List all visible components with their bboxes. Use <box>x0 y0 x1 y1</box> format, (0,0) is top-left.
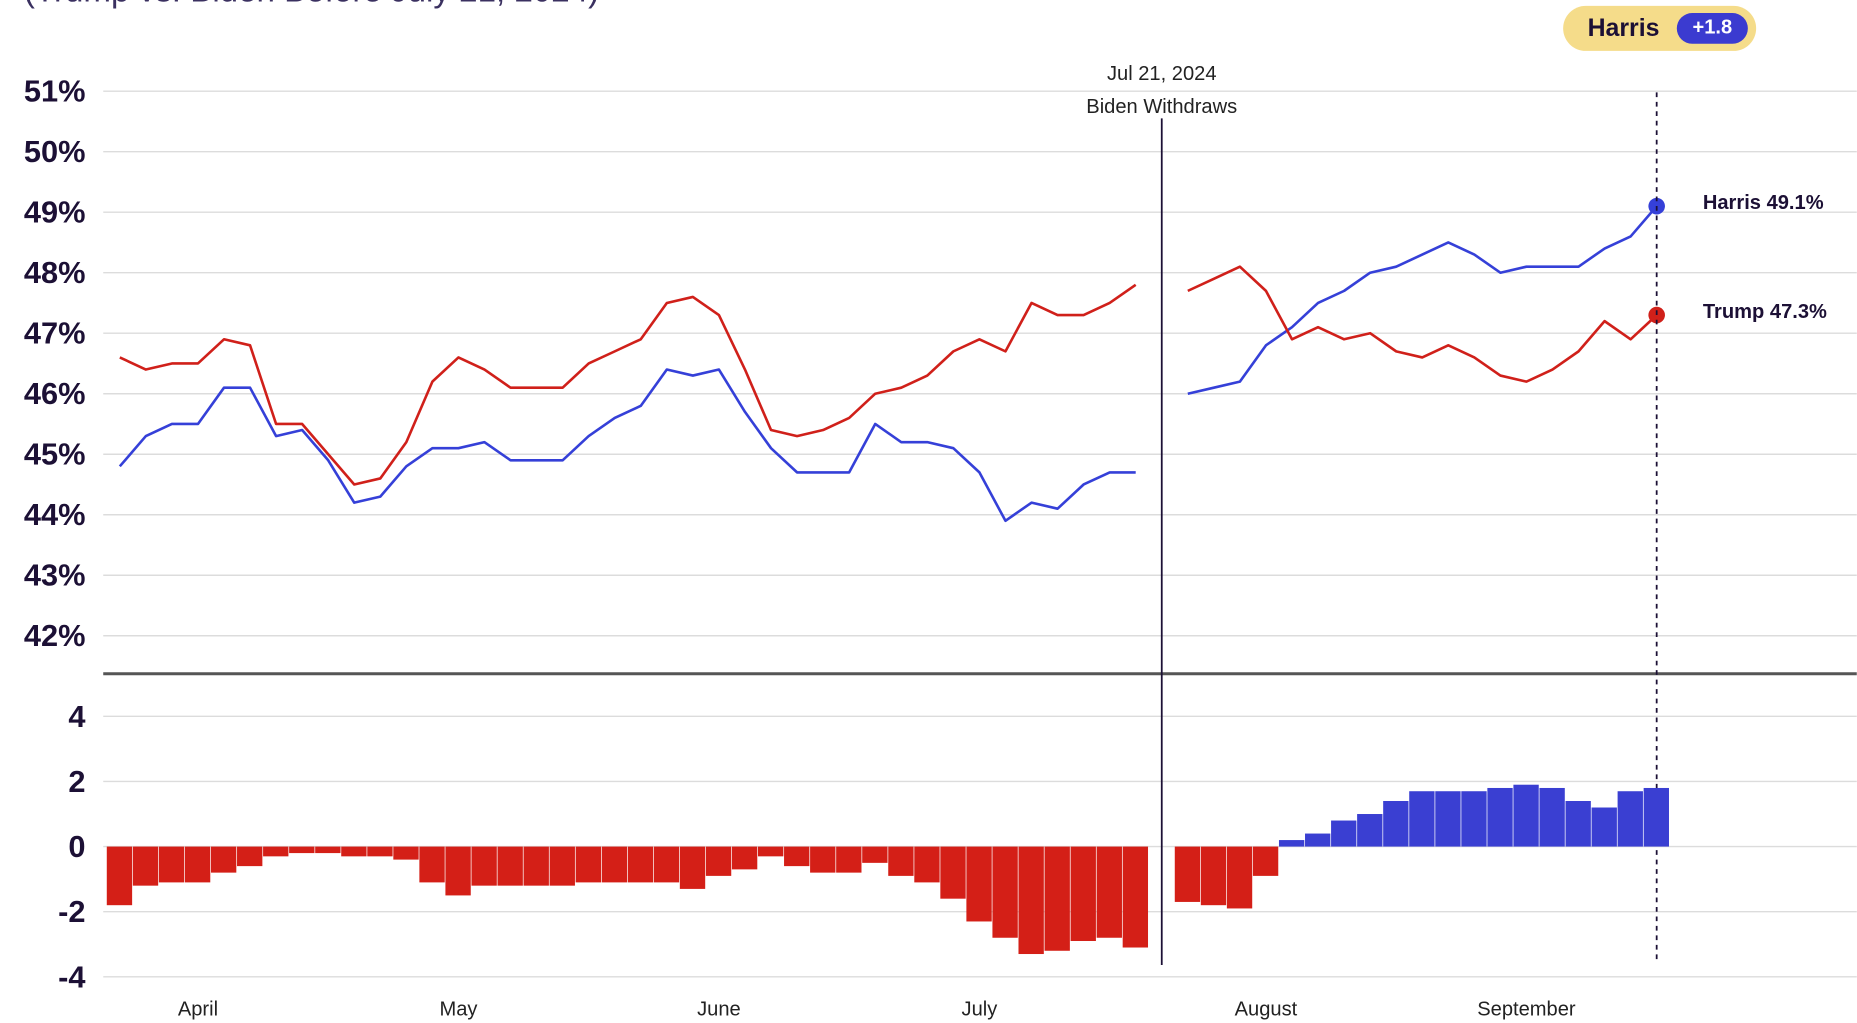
bar <box>1070 846 1096 942</box>
subtitle: (Trump vs. Biden Before July 21, 2024) <box>24 0 599 10</box>
bar <box>1174 846 1201 902</box>
bar <box>601 846 628 883</box>
bar <box>1435 791 1461 847</box>
bar <box>341 846 367 857</box>
bar <box>210 846 237 873</box>
bar <box>1461 791 1487 847</box>
bar <box>862 846 888 863</box>
end-dot <box>1648 306 1665 324</box>
bar <box>1643 787 1669 847</box>
y-tick-label: 47% <box>24 316 86 351</box>
bar <box>1409 791 1435 847</box>
bar <box>184 846 211 883</box>
bar <box>1252 846 1279 876</box>
bar <box>1539 787 1565 847</box>
bar <box>914 846 940 883</box>
bar <box>1200 846 1227 906</box>
bar <box>784 846 810 867</box>
bar <box>1044 846 1070 951</box>
bar <box>1305 833 1331 847</box>
annotation-date: Jul 21, 2024 <box>1107 63 1217 85</box>
bar <box>549 846 575 886</box>
y-tick-label: 46% <box>24 376 86 411</box>
y-tick-label: -4 <box>58 959 85 994</box>
y-tick-label: 42% <box>24 618 86 653</box>
bar <box>679 846 706 889</box>
bar <box>471 846 497 886</box>
bar <box>810 846 836 873</box>
bar <box>497 846 523 886</box>
y-tick-label: 2 <box>68 764 85 799</box>
bar <box>705 846 732 876</box>
y-tick-label: -2 <box>58 894 85 929</box>
badge: Harris +1.8 <box>1563 5 1757 51</box>
bar <box>393 846 419 860</box>
bar <box>758 846 784 857</box>
bar <box>289 846 315 854</box>
bar <box>1565 800 1591 847</box>
y-tick-label: 49% <box>24 195 86 230</box>
annotation-text: Biden Withdraws <box>1086 96 1237 118</box>
bar <box>1226 846 1253 909</box>
bar <box>653 846 680 883</box>
badge-value: +1.8 <box>1692 17 1732 39</box>
y-tick-label: 43% <box>24 558 86 593</box>
bar <box>132 846 159 886</box>
end-label: Harris 49.1% <box>1703 192 1824 214</box>
bar <box>1357 814 1383 847</box>
bar <box>731 846 758 870</box>
bar <box>367 846 393 857</box>
x-tick-label: September <box>1477 998 1576 1020</box>
end-label: Trump 47.3% <box>1703 301 1827 323</box>
badge-pill <box>1676 13 1748 44</box>
bar <box>1513 784 1539 847</box>
bar <box>627 846 654 883</box>
bar <box>836 846 862 873</box>
y-tick-label: 45% <box>24 437 86 472</box>
bar <box>992 846 1018 938</box>
x-tick-label: April <box>178 998 218 1020</box>
bar <box>1331 820 1357 847</box>
y-tick-label: 51% <box>24 74 86 109</box>
bar <box>940 846 966 899</box>
bar <box>445 846 471 896</box>
x-tick-label: June <box>697 998 741 1020</box>
bar <box>263 846 289 857</box>
y-tick-label: 44% <box>24 497 86 532</box>
y-tick-label: 4 <box>68 699 85 734</box>
bar <box>237 846 263 867</box>
bar <box>1487 787 1513 847</box>
x-tick-label: August <box>1235 998 1298 1020</box>
bar <box>1018 846 1044 955</box>
bar <box>1591 807 1617 847</box>
bar <box>315 846 341 854</box>
bar <box>1278 840 1305 847</box>
y-tick-label: 0 <box>68 829 85 864</box>
line-series <box>118 205 1658 523</box>
bar <box>1383 800 1409 847</box>
y-tick-label: 50% <box>24 134 86 169</box>
bar <box>888 846 914 876</box>
bar <box>966 846 992 922</box>
bar <box>106 846 133 906</box>
y-tick-label: 48% <box>24 255 86 290</box>
bar <box>1617 791 1643 847</box>
badge-name: Harris <box>1588 14 1660 42</box>
bar <box>158 846 185 883</box>
bar <box>1122 846 1149 948</box>
bar <box>419 846 445 883</box>
x-tick-label: May <box>439 998 478 1020</box>
bar <box>1096 846 1122 938</box>
line-series <box>119 265 1658 486</box>
x-tick-label: July <box>962 998 999 1020</box>
bar <box>575 846 601 883</box>
bar <box>523 846 549 886</box>
